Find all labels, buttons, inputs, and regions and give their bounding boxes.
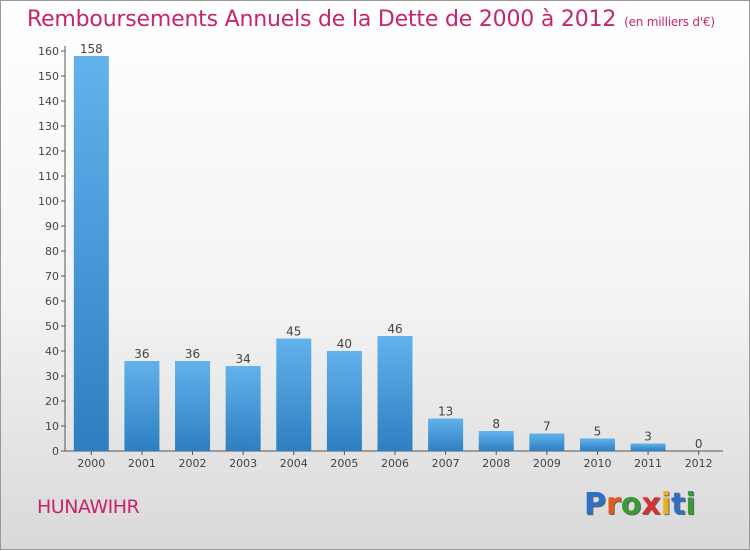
y-tick-label: 70 xyxy=(45,270,59,283)
chart-subtitle: (en milliers d'€) xyxy=(624,15,715,29)
y-tick-label: 40 xyxy=(45,345,59,358)
value-label: 3 xyxy=(644,430,652,444)
logo-letter: x xyxy=(641,487,661,522)
y-tick-label: 160 xyxy=(38,45,59,58)
bar xyxy=(529,433,565,451)
x-tick-label: 2012 xyxy=(685,457,713,470)
x-tick-label: 2005 xyxy=(330,457,358,470)
bar xyxy=(124,361,160,451)
logo-letter: t xyxy=(671,487,686,522)
bar xyxy=(579,438,615,451)
x-tick-label: 2008 xyxy=(482,457,510,470)
bar xyxy=(326,351,362,451)
bar xyxy=(377,336,413,451)
bar xyxy=(276,338,312,451)
y-tick-label: 60 xyxy=(45,295,59,308)
logo-letter: i xyxy=(660,487,672,522)
x-tick-label: 2006 xyxy=(381,457,409,470)
value-label: 158 xyxy=(80,42,103,56)
y-tick-label: 150 xyxy=(38,70,59,83)
bar xyxy=(175,361,211,451)
x-tick-label: 2000 xyxy=(77,457,105,470)
x-tick-label: 2002 xyxy=(179,457,207,470)
commune-name: HUNAWIHR xyxy=(37,496,140,518)
y-tick-label: 90 xyxy=(45,220,59,233)
logo-letter: o xyxy=(620,487,642,522)
x-tick-label: 2001 xyxy=(128,457,156,470)
x-tick-label: 2004 xyxy=(280,457,308,470)
bar xyxy=(428,418,464,451)
y-tick-label: 30 xyxy=(45,370,59,383)
chart-title: Remboursements Annuels de la Dette de 20… xyxy=(27,7,715,32)
proxiti-logo: Proxiti xyxy=(584,487,696,522)
logo-letter: i xyxy=(685,487,696,522)
logo-letter: P xyxy=(584,487,606,522)
value-label: 8 xyxy=(492,417,500,431)
bar xyxy=(478,431,514,451)
value-label: 13 xyxy=(438,405,453,419)
x-tick-label: 2003 xyxy=(229,457,257,470)
y-tick-label: 10 xyxy=(45,420,59,433)
axes: 0102030405060708090100110120130140150160… xyxy=(38,45,723,470)
y-tick-label: 100 xyxy=(38,195,59,208)
value-label: 46 xyxy=(387,322,402,336)
bars xyxy=(73,56,666,451)
value-label: 0 xyxy=(695,437,703,451)
y-tick-label: 120 xyxy=(38,145,59,158)
bar xyxy=(73,56,109,451)
x-tick-label: 2009 xyxy=(533,457,561,470)
value-label: 40 xyxy=(337,337,352,351)
value-label: 7 xyxy=(543,420,551,434)
value-label: 5 xyxy=(594,425,602,439)
y-tick-label: 140 xyxy=(38,95,59,108)
y-tick-label: 130 xyxy=(38,120,59,133)
y-tick-label: 0 xyxy=(52,445,59,458)
y-tick-label: 80 xyxy=(45,245,59,258)
bar xyxy=(225,366,261,451)
title-text: Remboursements Annuels de la Dette de 20… xyxy=(27,7,617,32)
value-label: 36 xyxy=(134,347,149,361)
value-label: 45 xyxy=(286,325,301,339)
logo-letter: r xyxy=(606,487,621,522)
x-tick-label: 2011 xyxy=(634,457,662,470)
y-tick-label: 110 xyxy=(38,170,59,183)
y-tick-label: 50 xyxy=(45,320,59,333)
x-tick-label: 2007 xyxy=(432,457,460,470)
value-label: 34 xyxy=(236,352,251,366)
value-label: 36 xyxy=(185,347,200,361)
y-tick-label: 20 xyxy=(45,395,59,408)
data-labels: 158 36 36 34 45 40 46 13 8 7 5 3 0 xyxy=(80,42,703,451)
bar xyxy=(630,443,666,451)
x-tick-label: 2010 xyxy=(583,457,611,470)
